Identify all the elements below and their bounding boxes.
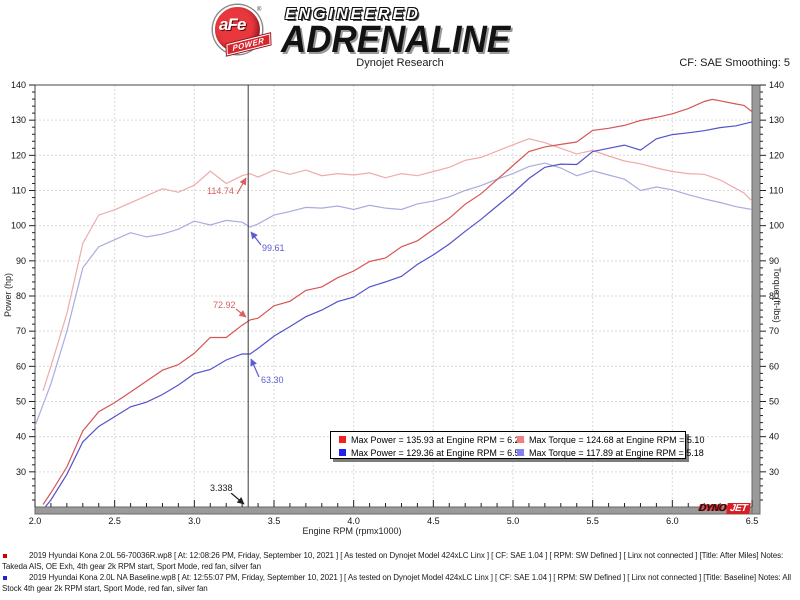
legend-swatch-blue xyxy=(339,449,346,456)
legend-swatch-lightblue xyxy=(517,449,524,456)
afe-brand-logo: aFe ® POWER ENGINEERED ADRENALINE xyxy=(195,3,595,61)
svg-text:40: 40 xyxy=(16,432,26,442)
annotation-arrows xyxy=(230,177,262,505)
svg-text:2.0: 2.0 xyxy=(29,516,42,526)
svg-text:140: 140 xyxy=(769,80,784,90)
dynojet-logo-dyno: DYNO xyxy=(698,502,727,514)
report-title: Dynojet Research xyxy=(356,57,444,69)
legend-item-max-torque-baseline: Max Torque = 117.89 at Engine RPM = 5.18 xyxy=(517,448,704,458)
annotation-baseline-power-value: 63.30 xyxy=(261,375,284,385)
svg-text:130: 130 xyxy=(11,115,26,125)
svg-text:80: 80 xyxy=(769,291,779,301)
svg-text:50: 50 xyxy=(769,397,779,407)
curve-baseline_torque xyxy=(35,162,752,427)
legend-item-max-power-after: Max Power = 135.93 at Engine RPM = 6.24 xyxy=(339,435,525,445)
svg-text:70: 70 xyxy=(16,326,26,336)
registered-mark: ® xyxy=(257,7,262,13)
legend-item-max-torque-after: Max Torque = 124.68 at Engine RPM = 5.10 xyxy=(517,435,704,445)
legend-box: Max Power = 135.93 at Engine RPM = 6.24 … xyxy=(330,431,704,459)
annotation-after-power-value: 72.92 xyxy=(213,300,236,310)
legend-swatch-red xyxy=(339,436,346,443)
smoothing-label: CF: SAE Smoothing: 5 xyxy=(679,57,790,69)
legend-item-max-power-baseline: Max Power = 129.36 at Engine RPM = 6.51 xyxy=(339,448,525,458)
svg-text:110: 110 xyxy=(12,186,26,196)
svg-text:2.5: 2.5 xyxy=(108,516,121,526)
dynojet-logo: DYNO JET xyxy=(698,502,751,514)
legend-label: Max Torque = 124.68 at Engine RPM = 5.10 xyxy=(529,434,705,445)
y-axis-title-power: Power (hp) xyxy=(3,273,13,318)
svg-text:5.0: 5.0 xyxy=(507,516,520,526)
svg-text:40: 40 xyxy=(769,432,779,442)
dynojet-logo-jet: JET xyxy=(726,502,751,514)
svg-text:120: 120 xyxy=(11,150,26,160)
svg-text:60: 60 xyxy=(769,361,779,371)
tick-labels: 2.0 2.5 3.0 3.5 4.0 4.5 5.0 5.5 6.0 6.5 30 30 40 40 50… xyxy=(11,80,784,526)
svg-text:100: 100 xyxy=(11,221,26,231)
axis-ticks xyxy=(29,84,766,507)
engineered-wordmark: ENGINEERED xyxy=(285,6,421,23)
annotation-baseline-torque-value: 99.61 xyxy=(262,243,285,253)
svg-text:60: 60 xyxy=(16,361,26,371)
adrenaline-wordmark: ADRENALINE xyxy=(281,19,511,61)
x-axis-title: Engine RPM (rpmx1000) xyxy=(302,526,402,536)
run-bullet-red xyxy=(3,554,7,558)
run-bullet-blue xyxy=(3,576,7,580)
run-note-text: 2019 Hyundai Kona 2.0L 56-70036R.wp8 [ A… xyxy=(2,551,784,571)
cursor-rpm-label: 3.338 xyxy=(209,483,234,493)
annotation-after-torque-value: 114.74 xyxy=(207,186,234,196)
svg-text:90: 90 xyxy=(16,256,26,266)
svg-text:110: 110 xyxy=(769,186,783,196)
svg-text:70: 70 xyxy=(769,326,779,336)
svg-text:5.5: 5.5 xyxy=(586,516,599,526)
svg-text:90: 90 xyxy=(769,256,779,266)
legend-label: Max Power = 129.36 at Engine RPM = 6.51 xyxy=(351,447,525,458)
svg-text:4.5: 4.5 xyxy=(427,516,440,526)
dyno-curves xyxy=(35,98,752,507)
run-note-after: 2019 Hyundai Kona 2.0L 56-70036R.wp8 [ A… xyxy=(2,551,798,572)
svg-text:4.0: 4.0 xyxy=(347,516,360,526)
svg-text:30: 30 xyxy=(769,467,779,477)
svg-text:50: 50 xyxy=(16,397,26,407)
svg-text:6.5: 6.5 xyxy=(746,516,759,526)
svg-text:6.0: 6.0 xyxy=(666,516,679,526)
svg-text:140: 140 xyxy=(11,80,26,90)
curve-after_power xyxy=(42,98,752,505)
svg-text:80: 80 xyxy=(16,291,26,301)
legend-label: Max Power = 135.93 at Engine RPM = 6.24 xyxy=(351,434,525,445)
afe-badge-text: aFe xyxy=(219,15,246,34)
run-info-footer: 2019 Hyundai Kona 2.0L 56-70036R.wp8 [ A… xyxy=(2,551,798,595)
svg-text:3.5: 3.5 xyxy=(268,516,281,526)
run-note-text: 2019 Hyundai Kona 2.0L NA Baseline.wp8 [… xyxy=(2,573,791,593)
legend-swatch-pink xyxy=(517,436,524,443)
svg-text:120: 120 xyxy=(769,150,784,160)
curve-baseline_power xyxy=(44,121,752,507)
y-axis-title-torque: Torque (ft-lbs) xyxy=(772,267,782,323)
svg-text:30: 30 xyxy=(16,467,26,477)
curve-after_torque xyxy=(42,138,752,392)
legend-label: Max Torque = 117.89 at Engine RPM = 5.18 xyxy=(529,447,704,458)
svg-text:100: 100 xyxy=(769,221,784,231)
svg-text:3.0: 3.0 xyxy=(188,516,201,526)
run-note-baseline: 2019 Hyundai Kona 2.0L NA Baseline.wp8 [… xyxy=(2,573,798,594)
svg-text:130: 130 xyxy=(769,115,784,125)
